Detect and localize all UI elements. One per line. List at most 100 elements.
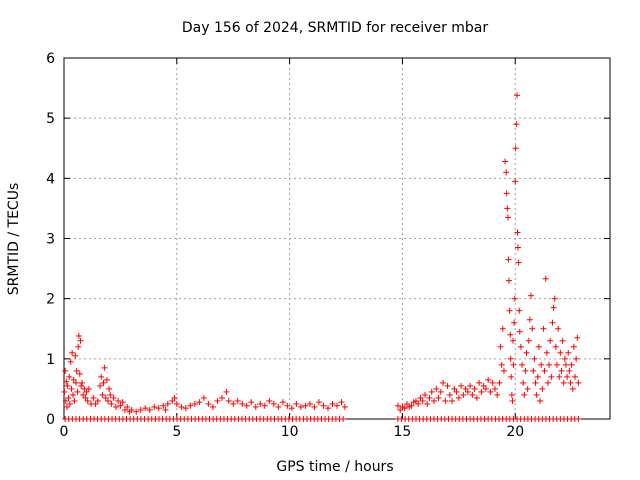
data-point [279,399,286,406]
y-tick-label: 0 [46,412,55,428]
data-point [173,400,180,407]
data-point [556,373,563,380]
data-point [533,391,540,398]
data-point [62,397,69,404]
data-point [540,325,547,332]
data-point [517,343,524,350]
data-point [92,400,99,407]
data-point [514,92,521,99]
data-point [329,400,336,407]
data-point [498,361,505,368]
data-point [225,397,232,404]
data-point [151,403,158,410]
data-point [85,385,92,392]
data-point [66,373,73,380]
data-point [478,388,485,395]
data-point [561,355,568,362]
data-point [218,394,225,401]
data-point [442,397,449,404]
data-point [72,379,79,386]
data-point [397,406,404,413]
data-point [564,373,571,380]
data-point [464,388,471,395]
data-point [543,349,550,356]
data-point [491,385,498,392]
data-point [252,403,259,410]
data-point [100,379,107,386]
data-point [568,361,575,368]
data-point [471,385,478,392]
data-point [324,405,331,412]
data-point [512,178,519,185]
data-point [297,403,304,410]
data-point [77,337,84,344]
data-point [146,406,153,413]
data-point [315,399,322,406]
data-point [507,331,514,338]
data-point [494,391,501,398]
data-point [565,349,572,356]
data-point [334,402,340,409]
data-point [112,403,119,410]
data-point [566,367,573,374]
data-point [558,367,565,374]
data-point [516,328,523,335]
data-point [449,397,456,404]
data-point [94,397,101,404]
data-point [275,403,282,410]
data-point [537,397,544,404]
x-axis-label: GPS time / hours [276,459,393,475]
data-point [469,391,476,398]
data-point [108,400,115,407]
data-point [505,256,512,263]
data-point [496,379,503,386]
data-point [431,397,438,404]
data-point [548,373,555,380]
data-point [214,397,221,404]
data-point [505,214,512,221]
data-point [169,397,176,404]
data-point [171,394,178,401]
data-point [575,379,582,386]
data-point [544,379,551,386]
data-point [446,391,453,398]
data-point [546,361,553,368]
x-tick-label: 15 [394,424,412,440]
data-point [205,400,212,407]
data-point [160,402,167,409]
data-point [75,343,82,350]
data-point [455,394,462,401]
data-point [539,385,546,392]
data-point [306,400,313,407]
data-point [82,394,89,401]
data-point [505,277,512,284]
data-point [489,379,496,386]
data-point [119,399,126,406]
data-point [519,361,526,368]
data-point [522,367,529,374]
data-point [338,399,345,406]
y-tick-label: 2 [46,292,55,308]
data-point [480,382,487,389]
data-point [497,343,504,350]
data-point [68,385,75,392]
data-point [487,388,494,395]
data-point [503,169,510,176]
data-point [84,397,91,404]
data-point [570,343,577,350]
data-point [541,367,548,374]
data-point [293,400,300,407]
data-point [162,406,169,413]
data-point [426,394,433,401]
data-point [547,337,554,344]
data-point [223,388,230,395]
data-point [485,376,492,383]
data-point [453,388,460,395]
data-point [70,391,77,398]
data-points [61,92,582,422]
data-point [521,391,528,398]
data-point [83,388,90,395]
data-point [73,367,80,374]
data-point [512,145,519,152]
